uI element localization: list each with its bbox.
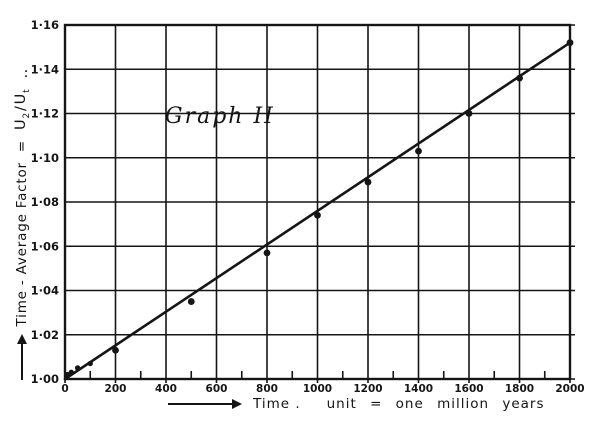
fit-line: [63, 41, 572, 381]
x-tick-label: 400: [155, 383, 177, 395]
y-tick-label: 1·12: [31, 107, 59, 121]
data-point: [112, 346, 119, 354]
x-tick-label: 200: [105, 383, 127, 395]
y-tick-label: 1·04: [31, 284, 59, 298]
u-ratio-fraction: U2/Ut: [13, 89, 32, 130]
x-tick-label: 1200: [353, 383, 382, 395]
data-point: [364, 178, 372, 186]
plot-border: [63, 23, 572, 381]
ratio-dots: ‥: [13, 67, 31, 79]
x-tick-label: 2000: [555, 383, 584, 395]
equals-sign: =: [14, 139, 30, 153]
data-point: [566, 39, 574, 47]
chart-title: Graph II: [165, 104, 275, 129]
x-tick-label: 1000: [303, 383, 332, 395]
data-point: [263, 249, 271, 257]
y-tick-label: 1·08: [31, 195, 59, 209]
fraction-slash: /: [12, 105, 29, 112]
x-tick-label: 1600: [454, 383, 483, 395]
data-point: [516, 74, 523, 82]
x-axis-label: Time . unit = one million years: [168, 396, 545, 412]
x-axis-unit-text: unit = one million years: [326, 396, 545, 412]
fraction-numerator-sub: 2: [21, 112, 32, 119]
fraction-numerator: U: [12, 118, 29, 130]
y-tick-label: 1·02: [31, 328, 59, 342]
x-tick-label: 1400: [404, 383, 433, 395]
x-tick-label: 0: [61, 383, 68, 395]
fraction-denominator: U: [12, 92, 29, 105]
data-point: [415, 147, 422, 155]
y-tick-label: 1·10: [31, 151, 59, 165]
up-arrow-icon: [20, 336, 24, 381]
data-point: [187, 298, 195, 305]
x-tick-label: 800: [256, 383, 278, 395]
data-point: [314, 211, 321, 219]
data-point: [87, 360, 93, 367]
y-tick-label: 1·06: [31, 239, 59, 253]
y-tick-label: 1·14: [31, 62, 59, 76]
x-tick-label: 600: [206, 383, 228, 395]
data-point: [465, 110, 473, 117]
data-point: [74, 365, 81, 371]
x-tick-label: 1800: [505, 383, 534, 395]
right-arrow-icon: [168, 398, 242, 410]
y-axis-label: Time - Average Factor = U2/Ut ‥: [1, 40, 43, 408]
y-axis-label-text: Time - Average Factor: [14, 162, 30, 327]
data-point: [68, 369, 75, 376]
x-axis-label-text: Time .: [253, 396, 301, 412]
y-tick-label: 1·00: [31, 372, 59, 386]
y-tick-label: 1·16: [31, 18, 59, 32]
fraction-denominator-sub: t: [21, 88, 32, 93]
